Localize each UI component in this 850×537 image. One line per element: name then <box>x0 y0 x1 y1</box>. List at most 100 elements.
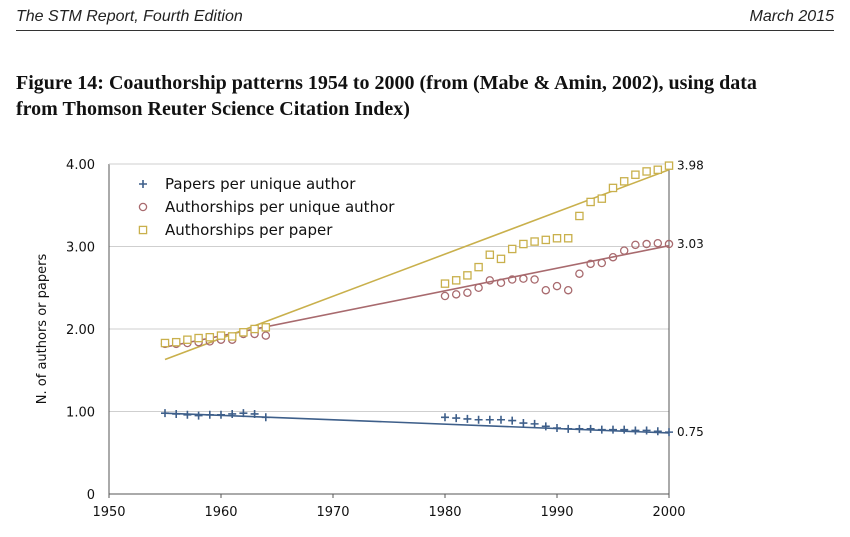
data-point-square <box>261 323 271 332</box>
legend-marker-plus <box>139 180 147 188</box>
data-point-circle <box>653 238 663 248</box>
data-point-plus <box>474 415 483 424</box>
data-point-square <box>575 211 584 221</box>
data-point-plus <box>183 410 192 419</box>
data-point-plus <box>609 425 617 434</box>
legend-entry-label: Authorships per paper <box>165 221 333 239</box>
legend-marker-circle <box>138 202 148 212</box>
data-point-circle <box>530 275 539 284</box>
data-point-plus <box>519 419 528 428</box>
data-point-square <box>463 271 472 280</box>
data-point-square <box>552 233 562 243</box>
data-point-circle <box>631 240 640 250</box>
data-point-square <box>519 239 528 249</box>
data-point-plus <box>228 409 237 418</box>
data-point-square <box>194 333 203 343</box>
data-point-circle <box>664 239 674 249</box>
data-point-square <box>563 233 573 243</box>
report-title: The STM Report, Fourth Edition <box>16 8 243 25</box>
data-point-circle <box>642 239 651 249</box>
y-tick-label: 2.00 <box>66 323 95 338</box>
data-point-square <box>507 244 517 254</box>
data-point-plus <box>194 411 203 420</box>
data-point-square <box>171 337 181 347</box>
x-tick-label: 2000 <box>652 505 685 520</box>
data-point-square <box>183 335 192 344</box>
data-point-plus <box>564 424 573 433</box>
data-point-plus <box>205 410 214 419</box>
data-point-square <box>451 276 461 285</box>
data-point-square <box>530 237 539 246</box>
legend-entry-label: Papers per unique author <box>165 175 356 193</box>
series-end-label: 3.03 <box>677 237 704 251</box>
data-point-square <box>642 167 651 176</box>
x-tick-label: 1950 <box>92 505 125 520</box>
data-point-plus <box>653 427 662 436</box>
data-point-plus <box>620 425 629 434</box>
y-tick-label: 0 <box>87 488 95 503</box>
data-point-circle <box>563 285 573 295</box>
data-point-square <box>205 332 215 342</box>
x-tick-label: 1960 <box>204 505 237 520</box>
y-tick-label: 4.00 <box>66 158 95 173</box>
figure-caption-line-2: from Thomson Reuter Science Citation Ind… <box>16 98 410 120</box>
figure-caption: Figure 14: Coauthorship patterns 1954 to… <box>16 70 826 122</box>
data-point-plus <box>541 422 550 431</box>
data-point-plus <box>553 424 561 432</box>
data-point-square <box>485 250 495 259</box>
data-point-circle <box>485 276 495 285</box>
report-date: March 2015 <box>749 8 835 25</box>
data-point-plus <box>508 416 517 425</box>
data-point-circle <box>507 275 517 284</box>
data-point-circle <box>619 246 629 255</box>
legend-marker-square <box>138 225 148 235</box>
data-point-plus <box>217 410 225 419</box>
data-point-plus <box>497 415 505 424</box>
data-point-plus <box>161 409 169 418</box>
legend-entry-label: Authorships per unique author <box>165 198 395 216</box>
trend-line <box>164 412 670 434</box>
data-point-plus <box>463 414 472 423</box>
data-point-square <box>619 177 629 186</box>
data-point-plus <box>586 424 595 433</box>
data-point-circle <box>552 281 562 291</box>
data-point-square <box>160 338 170 348</box>
data-point-circle <box>261 331 271 340</box>
data-point-plus <box>441 413 449 422</box>
figure-caption-line-1: Figure 14: Coauthorship patterns 1954 to… <box>16 72 757 94</box>
data-point-circle <box>463 288 472 297</box>
data-point-square <box>216 331 226 340</box>
trend-line <box>164 169 670 361</box>
data-point-plus <box>172 409 181 418</box>
y-tick-label: 1.00 <box>66 406 95 421</box>
data-point-plus <box>239 409 248 418</box>
data-point-circle <box>496 278 506 288</box>
data-point-circle <box>440 291 450 301</box>
data-point-circle <box>608 252 618 262</box>
running-header: The STM Report, Fourth Edition March 201… <box>16 6 834 31</box>
data-point-plus <box>597 425 606 434</box>
data-point-plus <box>575 424 584 433</box>
y-axis-label: N. of authors or papers <box>35 254 50 405</box>
data-point-plus <box>530 419 539 428</box>
x-tick-label: 1980 <box>428 505 461 520</box>
x-tick-label: 1970 <box>316 505 349 520</box>
data-point-circle <box>474 283 483 292</box>
data-point-square <box>597 194 607 203</box>
data-point-plus <box>250 409 259 418</box>
data-point-circle <box>575 269 584 278</box>
data-point-circle <box>586 259 595 269</box>
data-point-plus <box>631 426 640 435</box>
data-point-square <box>250 324 259 334</box>
data-point-plus <box>665 428 673 437</box>
series-end-label: 0.75 <box>677 425 704 439</box>
data-point-square <box>541 235 551 245</box>
data-point-square <box>474 262 483 272</box>
data-point-square <box>440 279 450 288</box>
data-point-square <box>496 254 506 264</box>
data-point-square <box>239 328 248 337</box>
data-point-plus <box>485 415 494 424</box>
data-point-circle <box>451 290 461 299</box>
data-point-square <box>631 170 640 179</box>
